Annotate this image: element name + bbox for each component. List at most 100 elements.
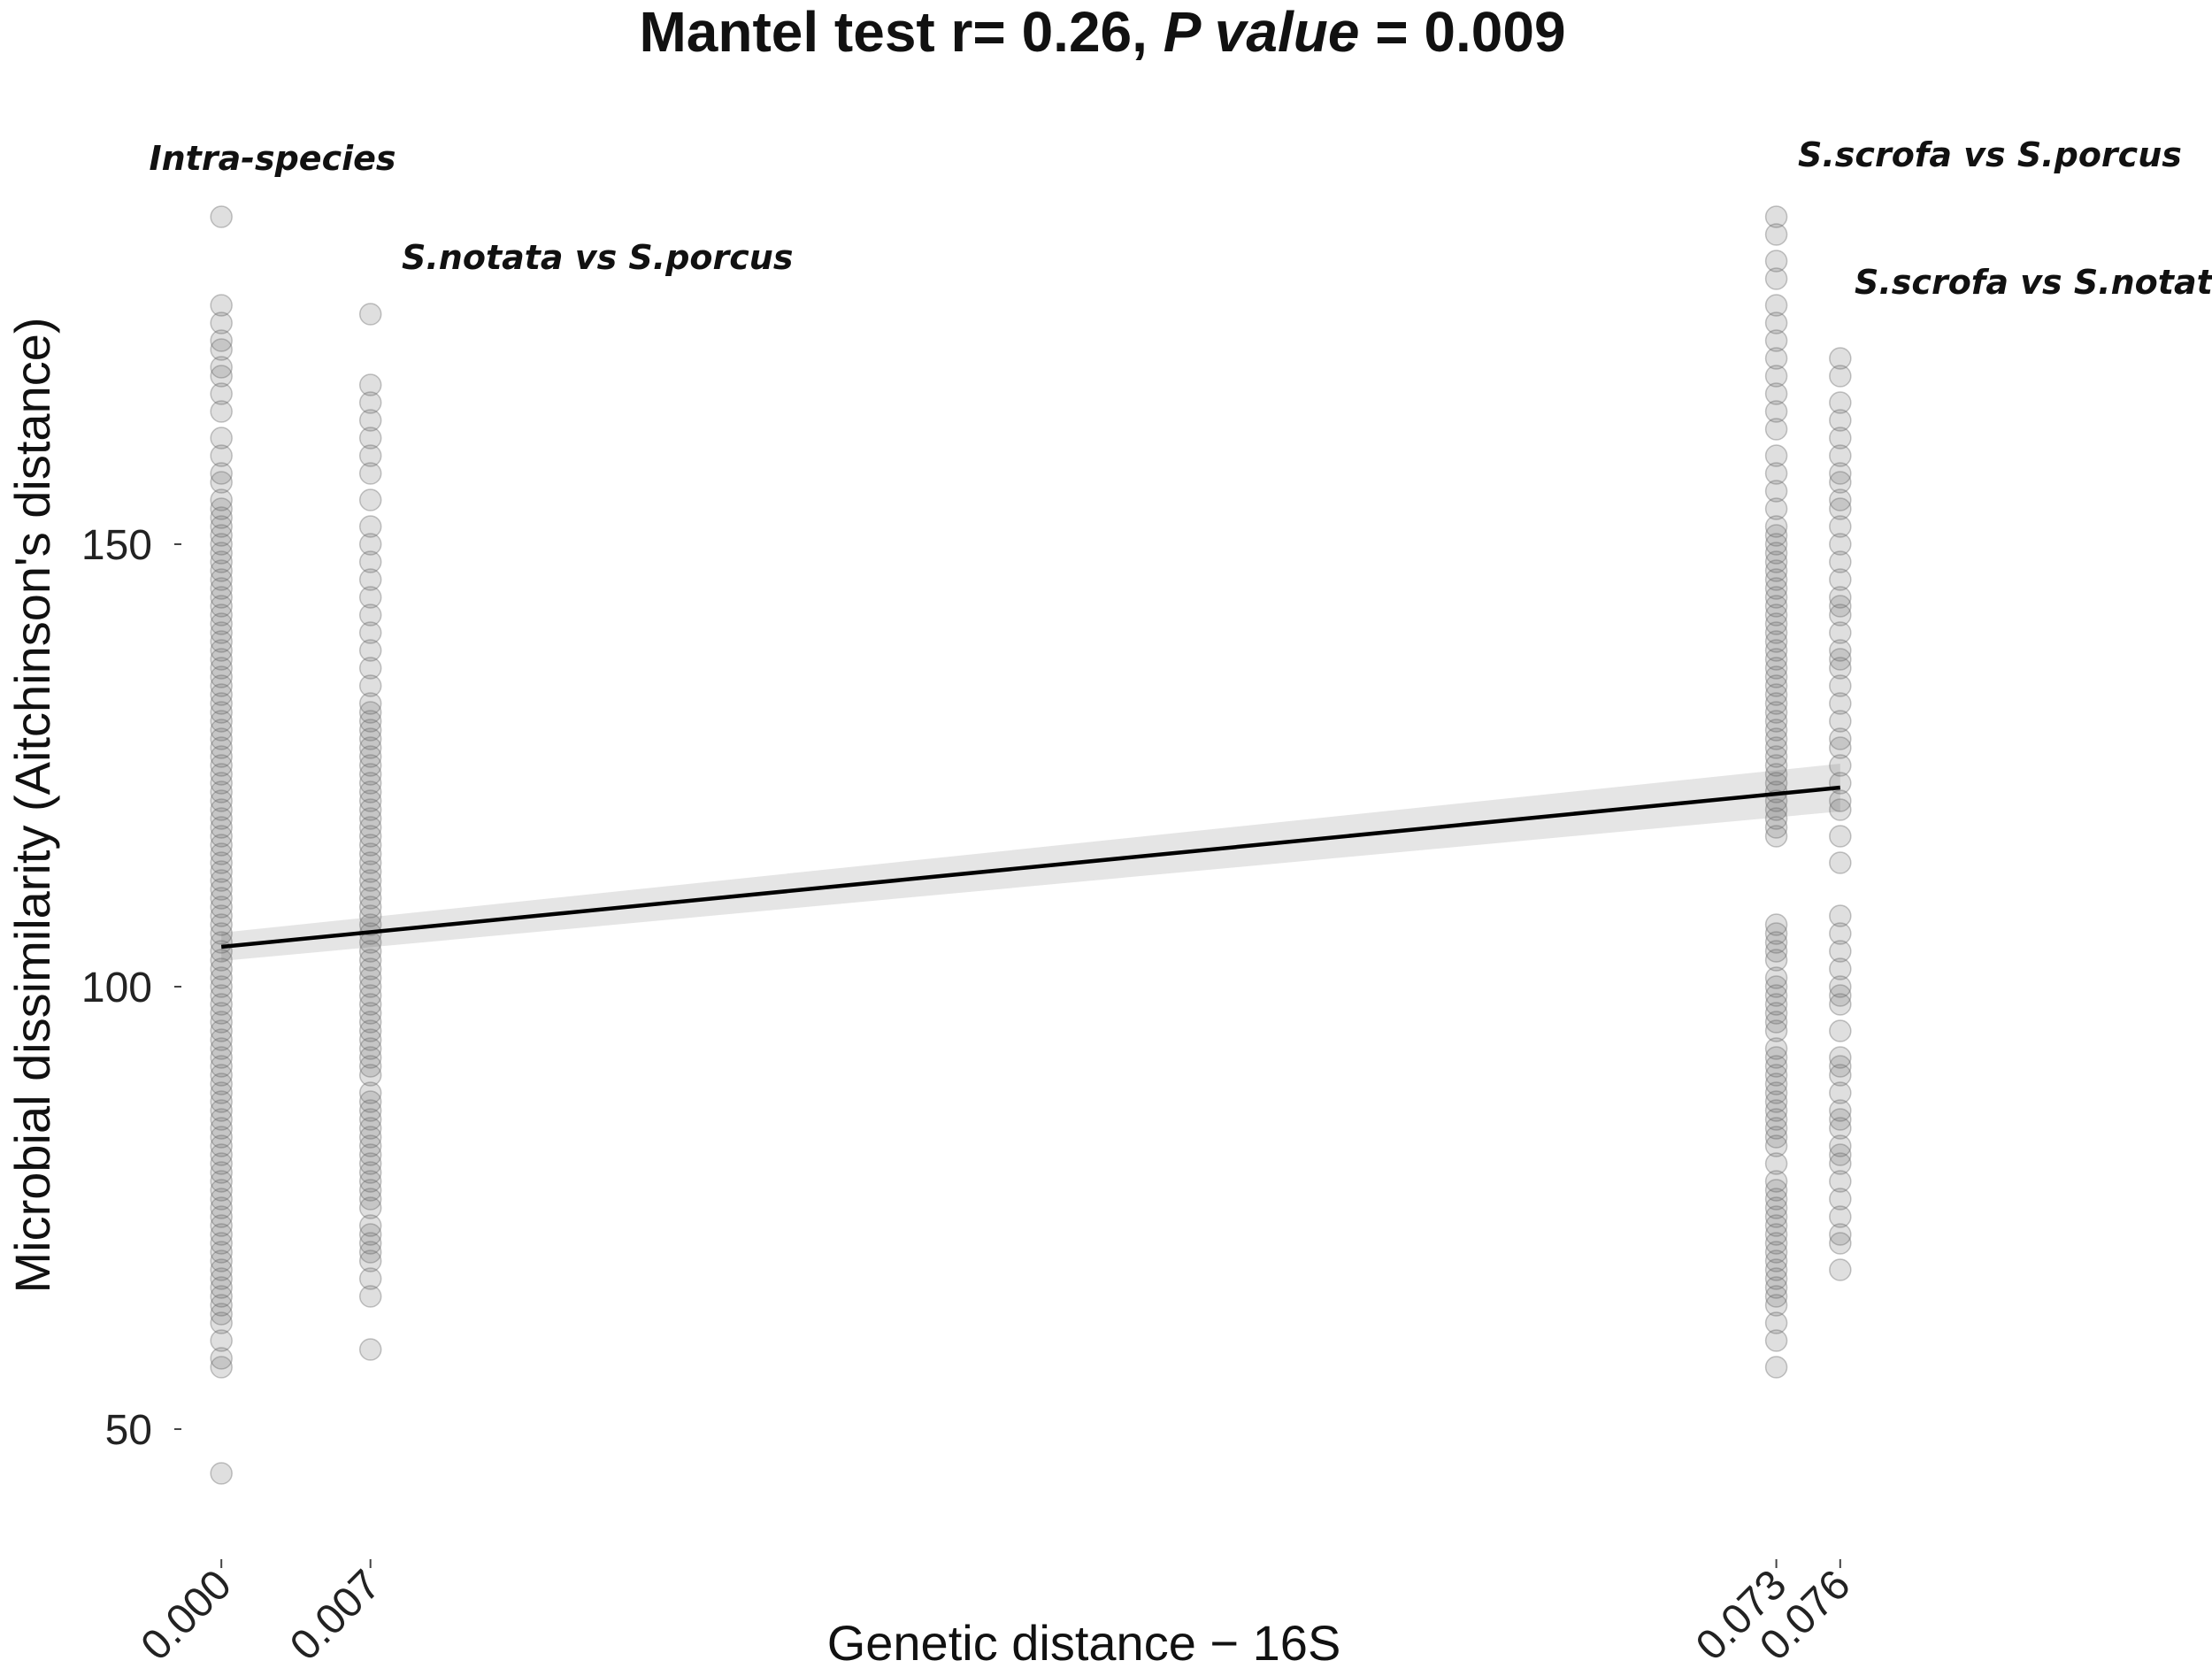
group-annotation: Intra-species	[149, 139, 396, 178]
data-point	[1764, 1196, 1788, 1219]
data-point	[1764, 940, 1788, 963]
data-point	[210, 1170, 233, 1193]
data-point	[210, 763, 233, 786]
data-point	[210, 1081, 233, 1104]
data-point	[210, 427, 233, 450]
data-point	[210, 1064, 233, 1087]
data-point	[358, 515, 382, 538]
data-point	[1764, 444, 1788, 467]
data-point	[210, 984, 233, 1007]
data-point	[1764, 418, 1788, 441]
data-point	[358, 1143, 382, 1166]
data-point	[358, 957, 382, 980]
data-point	[1764, 1285, 1788, 1308]
data-point	[210, 1046, 233, 1069]
annotations-layer: Intra-species S.notata vs S.porcus S.scrof…	[149, 135, 2212, 302]
data-point	[1764, 736, 1788, 759]
data-point	[358, 533, 382, 556]
data-point	[210, 612, 233, 635]
data-point	[358, 772, 382, 795]
data-point	[358, 621, 382, 644]
data-point	[210, 745, 233, 768]
data-point	[1764, 807, 1788, 830]
data-point	[210, 710, 233, 733]
data-point	[1829, 391, 1852, 414]
data-point	[1764, 1249, 1788, 1272]
data-point	[210, 1311, 233, 1334]
data-point	[1764, 480, 1788, 503]
data-point	[1764, 1294, 1788, 1317]
data-point	[1829, 488, 1852, 511]
data-point	[1764, 993, 1788, 1016]
data-point	[210, 922, 233, 945]
data-point	[210, 471, 233, 494]
group-annotation: S.scrofa vs S.notata	[1855, 263, 2212, 302]
x-axis-title: Genetic distance − 16S	[827, 1615, 1341, 1671]
data-point	[210, 1285, 233, 1308]
data-point	[1764, 727, 1788, 750]
data-point	[1764, 1055, 1788, 1078]
data-point	[210, 639, 233, 662]
y-tick-label: 150	[81, 522, 152, 569]
data-point	[1764, 683, 1788, 706]
data-point	[358, 1249, 382, 1272]
data-point	[210, 1267, 233, 1290]
data-point	[1764, 604, 1788, 627]
data-point	[210, 966, 233, 989]
data-point	[358, 1267, 382, 1290]
data-point	[210, 1126, 233, 1149]
data-point	[210, 1019, 233, 1042]
data-point	[1829, 1223, 1852, 1246]
data-point	[210, 294, 233, 317]
data-point	[358, 816, 382, 839]
data-point	[1764, 294, 1788, 317]
data-point	[1764, 586, 1788, 609]
data-point	[1829, 515, 1852, 538]
data-point	[358, 488, 382, 511]
data-point	[1764, 1214, 1788, 1237]
data-point	[1764, 975, 1788, 998]
data-point	[1829, 409, 1852, 432]
data-point	[358, 754, 382, 777]
data-point	[1829, 1152, 1852, 1175]
data-point	[210, 356, 233, 379]
data-point	[1764, 674, 1788, 697]
data-point	[210, 1002, 233, 1025]
data-point	[358, 1117, 382, 1140]
data-point	[358, 1028, 382, 1051]
data-point	[210, 568, 233, 591]
data-point	[1764, 1329, 1788, 1352]
data-point	[1829, 1170, 1852, 1193]
data-point	[210, 683, 233, 706]
data-point	[1764, 524, 1788, 547]
data-point	[210, 1356, 233, 1379]
data-point	[210, 913, 233, 936]
data-point	[1829, 657, 1852, 680]
data-point	[358, 984, 382, 1007]
data-point	[210, 798, 233, 821]
data-point	[1829, 984, 1852, 1007]
data-point	[1829, 586, 1852, 609]
data-point	[1829, 1064, 1852, 1087]
data-point	[1829, 444, 1852, 467]
data-point	[210, 400, 233, 423]
data-point	[1764, 922, 1788, 945]
data-point	[210, 577, 233, 600]
data-point	[358, 1214, 382, 1237]
y-tick-label: 100	[81, 965, 152, 1011]
data-point	[210, 1249, 233, 1272]
data-point	[210, 674, 233, 697]
data-point	[358, 1188, 382, 1211]
chart-title-part1: Mantel test r= 0.26,	[639, 0, 1163, 64]
data-point	[1764, 763, 1788, 786]
data-point	[358, 949, 382, 972]
data-point	[210, 1303, 233, 1326]
data-point	[1764, 639, 1788, 662]
data-point	[1829, 347, 1852, 370]
data-point	[210, 842, 233, 865]
data-point	[210, 1223, 233, 1246]
data-point	[1764, 1081, 1788, 1104]
data-point	[1829, 957, 1852, 980]
data-point	[1829, 825, 1852, 848]
data-point	[210, 754, 233, 777]
